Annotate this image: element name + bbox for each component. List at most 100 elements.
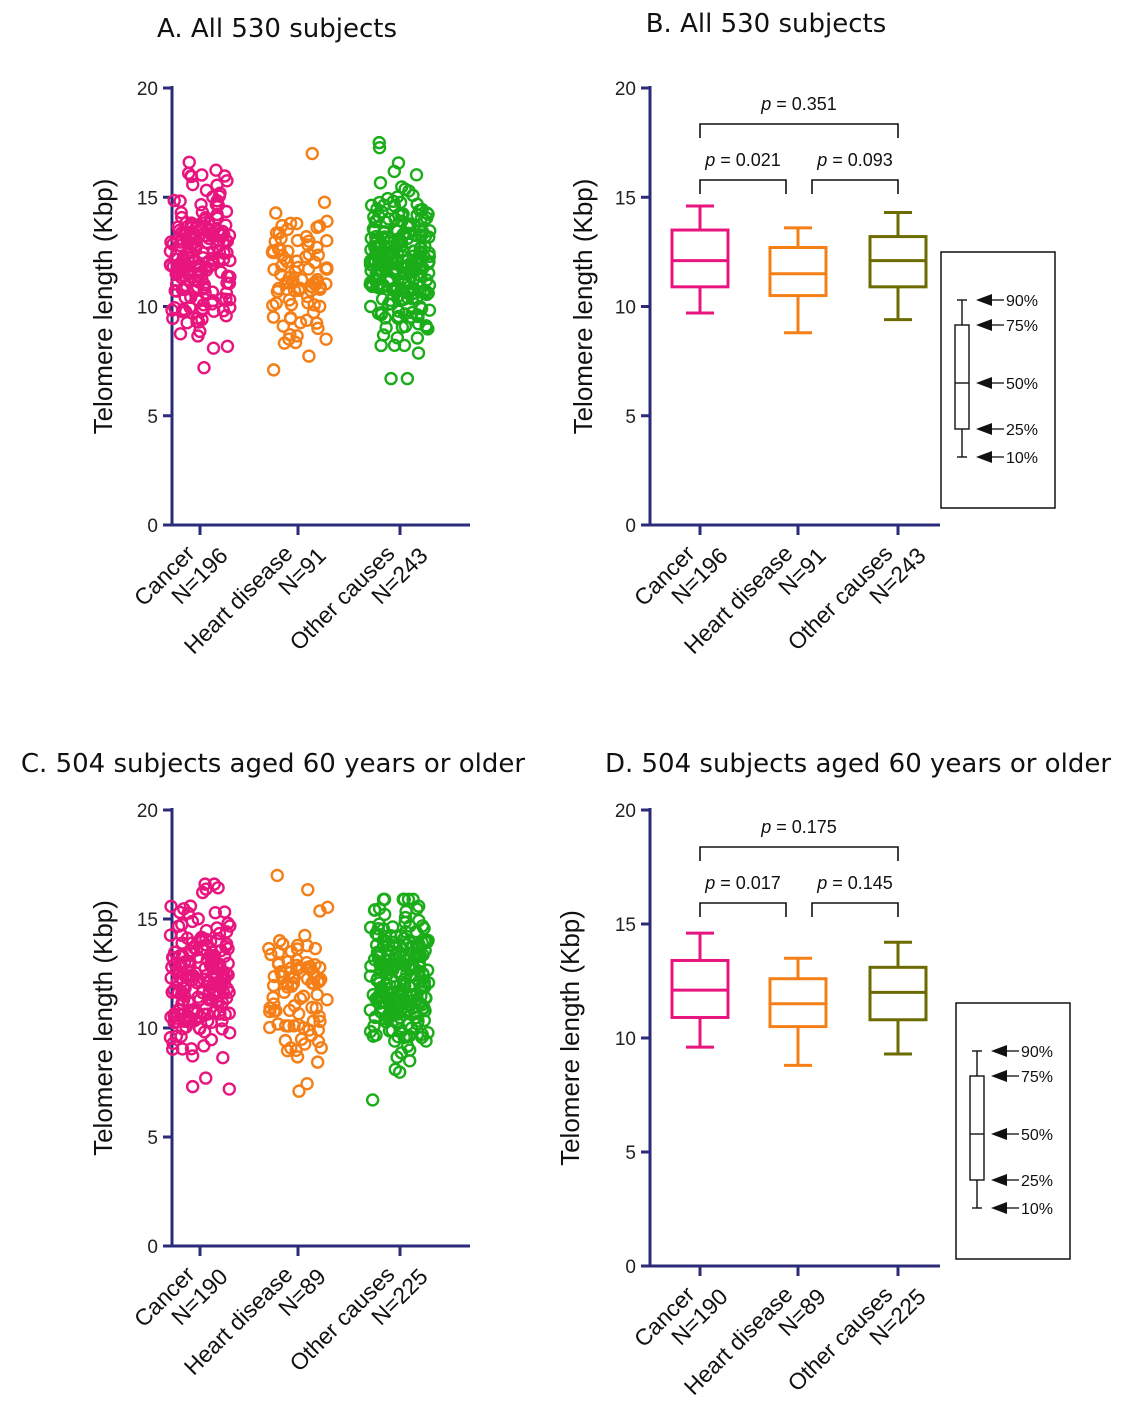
data-point: [376, 938, 391, 953]
data-point: [364, 198, 379, 213]
data-point: [189, 966, 203, 980]
data-point: [379, 1015, 393, 1029]
p-bracket: [699, 123, 899, 138]
data-point: [317, 195, 332, 209]
box-0: [670, 204, 730, 315]
y-tick-label: 15: [137, 910, 158, 931]
data-point: [288, 265, 302, 279]
data-point: [397, 1030, 411, 1045]
data-point: [389, 223, 403, 237]
data-point: [198, 877, 212, 891]
y-axis-label: Telomere length (Kbp): [88, 179, 118, 435]
data-point: [398, 267, 412, 281]
data-point: [163, 928, 178, 942]
p-bracket: [699, 179, 787, 194]
y-tick-label: 15: [137, 188, 158, 209]
data-point: [205, 297, 219, 311]
data-point: [174, 205, 188, 220]
data-point: [185, 253, 200, 268]
data-point: [215, 1014, 229, 1028]
data-point: [164, 1010, 178, 1024]
data-point: [266, 363, 281, 377]
y-tick-label: 20: [137, 79, 158, 100]
data-point: [280, 255, 294, 269]
data-point: [170, 259, 185, 273]
legend-arrow-icon: [991, 1128, 1007, 1140]
data-point: [192, 294, 206, 308]
y-tick-label: 20: [615, 79, 636, 100]
data-point: [376, 892, 391, 907]
data-point: [272, 934, 287, 948]
data-point: [372, 996, 386, 1011]
data-point: [198, 1025, 212, 1039]
data-point: [195, 885, 210, 900]
data-point: [264, 947, 278, 962]
data-point: [373, 176, 388, 190]
data-point: [184, 1042, 199, 1056]
legend-label: 10%: [1021, 1201, 1053, 1218]
data-point: [421, 256, 435, 271]
data-point: [383, 246, 397, 260]
data-point: [296, 989, 311, 1003]
panel-a: A. All 530 subjects Telomere length (Kbp)…: [88, 14, 470, 659]
scatter-series: [262, 868, 335, 1098]
data-point: [268, 234, 282, 249]
data-point: [415, 225, 430, 239]
data-point: [184, 240, 198, 255]
y-tick-label: 10: [615, 298, 636, 319]
y-tick-label: 15: [615, 915, 636, 936]
data-point: [364, 243, 378, 257]
data-point: [262, 941, 276, 956]
legend-label: 90%: [1021, 1044, 1053, 1061]
data-point: [410, 308, 424, 322]
data-point: [184, 1011, 198, 1026]
data-point: [177, 282, 192, 297]
data-point: [372, 135, 386, 150]
legend-label: 10%: [1006, 450, 1038, 467]
data-point: [390, 1000, 404, 1015]
data-point: [276, 937, 290, 951]
data-point: [397, 261, 412, 275]
data-point: [199, 1071, 213, 1085]
data-point: [390, 331, 405, 345]
data-point: [218, 1007, 232, 1022]
data-point: [367, 952, 382, 967]
data-point: [183, 899, 198, 913]
y-axis-label: Telomere length (Kbp): [568, 179, 598, 435]
data-point: [269, 1004, 283, 1018]
data-point: [266, 978, 281, 993]
data-point: [386, 920, 400, 934]
data-point: [172, 1002, 186, 1017]
data-point: [215, 224, 230, 239]
data-point: [372, 917, 386, 931]
data-point: [310, 987, 324, 1002]
data-point: [374, 338, 388, 353]
data-point: [320, 900, 335, 915]
legend-arrow-icon: [976, 377, 992, 389]
scatter-series: [363, 135, 437, 386]
data-point: [421, 322, 435, 336]
legend-arrow-icon: [976, 294, 992, 306]
data-point: [384, 371, 398, 386]
data-point: [290, 1050, 305, 1064]
data-point: [163, 257, 178, 272]
data-point: [214, 980, 229, 994]
data-point: [411, 346, 426, 360]
data-point: [378, 262, 392, 276]
data-point: [198, 219, 213, 234]
legend-arrow-icon: [976, 423, 992, 435]
data-point: [206, 341, 221, 355]
box-1: [768, 226, 828, 335]
p-value: = 0.351: [771, 94, 837, 114]
data-point: [223, 292, 237, 307]
data-point: [263, 1020, 277, 1035]
data-point: [280, 275, 294, 290]
data-point: [283, 216, 298, 230]
data-point: [167, 193, 181, 208]
data-point: [405, 292, 420, 306]
data-point: [363, 277, 377, 291]
data-point: [387, 164, 402, 179]
data-point: [164, 899, 178, 914]
p-value: = 0.017: [715, 873, 781, 893]
data-point: [298, 1037, 312, 1051]
